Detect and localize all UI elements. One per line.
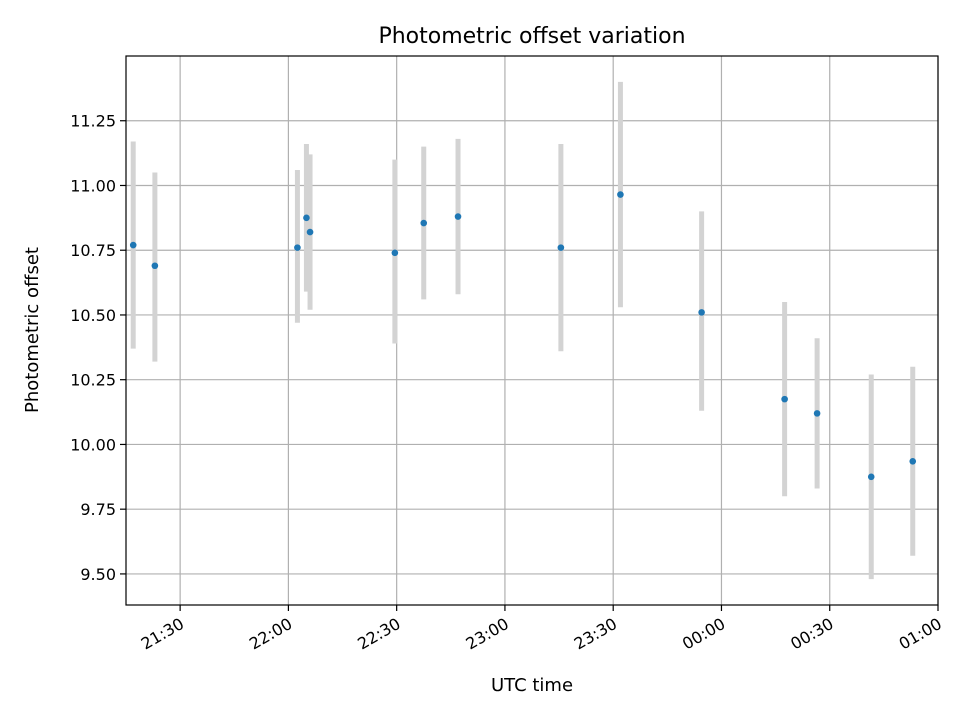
data-point [781, 395, 788, 403]
x-axis-label: UTC time [491, 675, 573, 696]
data-point [909, 457, 917, 465]
data-point [867, 473, 875, 481]
data-point [813, 410, 821, 417]
data-point [617, 191, 624, 198]
y-tick-label: 10.25 [70, 371, 116, 390]
y-tick-label: 10.75 [70, 241, 116, 260]
y-axis-label: Photometric offset [22, 247, 43, 413]
grid [126, 56, 939, 605]
y-axis-ticks: 9.50 9.75 10.00 10.25 10.50 10.75 11.00 11.25 [70, 112, 126, 584]
x-tick-label: 22:30 [354, 614, 403, 654]
x-tick-label: 23:30 [571, 614, 620, 654]
data-point [306, 228, 314, 236]
plot-frame [125, 55, 939, 606]
data-point [391, 249, 399, 257]
data-point [420, 219, 428, 227]
y-tick-label: 9.50 [80, 565, 116, 584]
x-tick-label: 01:00 [896, 614, 945, 654]
x-tick-label: 00:30 [787, 614, 836, 654]
chart-title: Photometric offset variation [378, 24, 685, 49]
x-tick-label: 00:00 [679, 614, 728, 654]
data-point [151, 262, 159, 270]
data-point [303, 214, 310, 222]
x-tick-label: 23:00 [463, 614, 512, 654]
data-point [454, 213, 462, 220]
y-tick-label: 9.75 [80, 500, 116, 519]
x-axis-ticks: 21:30 22:00 22:30 23:00 23:30 00:00 00:30 01:00 [138, 605, 945, 654]
data-points [129, 191, 917, 481]
data-point [294, 244, 301, 251]
y-tick-label: 11.00 [70, 176, 116, 195]
data-point [129, 241, 137, 249]
data-point [698, 309, 705, 316]
data-point [557, 244, 565, 251]
errorbars [130, 81, 916, 580]
y-tick-label: 10.50 [70, 306, 116, 325]
x-tick-label: 22:00 [246, 614, 295, 654]
x-tick-label: 21:30 [138, 614, 187, 654]
y-tick-label: 11.25 [70, 112, 116, 131]
y-tick-label: 10.00 [70, 435, 116, 454]
